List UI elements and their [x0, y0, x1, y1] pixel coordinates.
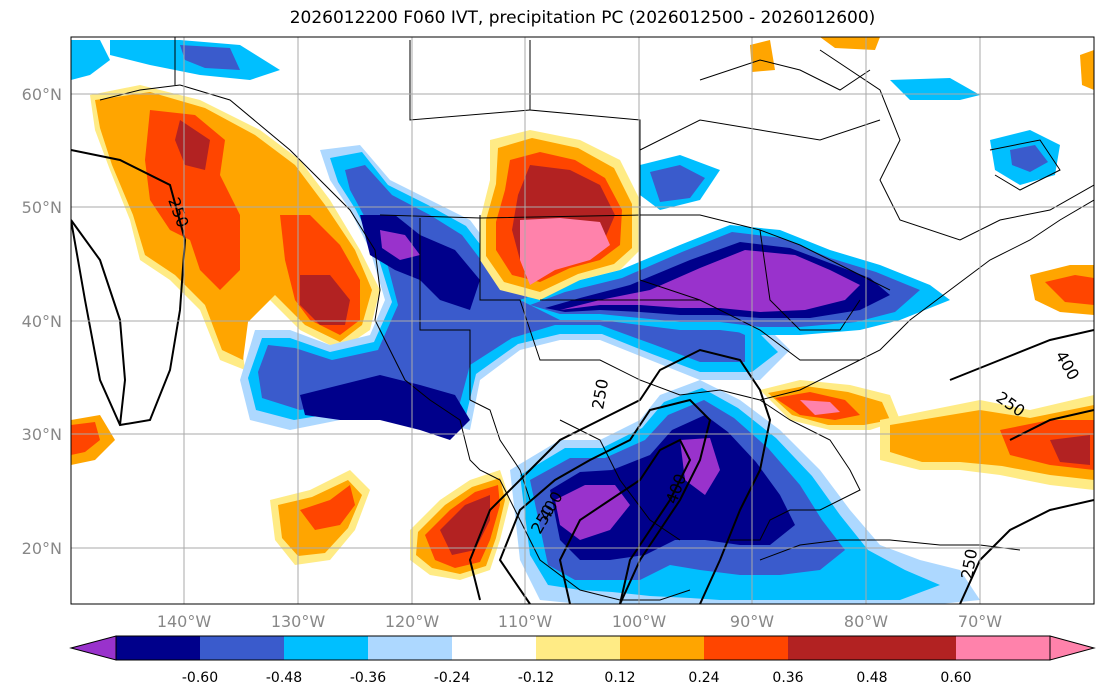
- lat-tick-label: 50°N: [22, 198, 62, 217]
- colorbar-segment: [116, 636, 200, 660]
- lat-tick-label: 40°N: [22, 312, 62, 331]
- contour-label: 250: [957, 547, 981, 580]
- colorbar-segment: [788, 636, 872, 660]
- lat-tick-label: 30°N: [22, 425, 62, 444]
- colorbar-segment: [200, 636, 284, 660]
- colorbar-segment: [284, 636, 368, 660]
- lon-tick-label: 140°W: [157, 612, 212, 631]
- colorbar-label: 0.48: [856, 670, 887, 686]
- colorbar-segment: [956, 636, 1050, 660]
- colorbar-label: -0.24: [434, 670, 470, 686]
- contour-label: 250: [588, 377, 612, 410]
- lon-tick-label: 120°W: [385, 612, 440, 631]
- lon-tick-label: 110°W: [498, 612, 553, 631]
- lon-tick-label: 130°W: [271, 612, 326, 631]
- map-frame: [70, 36, 1095, 605]
- lat-tick-label: 60°N: [22, 85, 62, 104]
- lon-tick-label: 70°W: [958, 612, 1002, 631]
- colorbar-segment: [536, 636, 620, 660]
- colorbar-label: 0.24: [688, 670, 719, 686]
- lon-tick-labels: 140°W 130°W 120°W 110°W 100°W 90°W 80°W …: [157, 612, 1002, 631]
- colorbar: -0.60 -0.48 -0.36 -0.24 -0.12 0.12 0.24 …: [69, 635, 1096, 686]
- colorbar-extend-low: [69, 635, 117, 661]
- colorbar-label: -0.12: [518, 670, 554, 686]
- lon-tick-label: 100°W: [612, 612, 667, 631]
- figure-title: 2026012200 F060 IVT, precipitation PC (2…: [289, 8, 876, 28]
- colorbar-label: -0.36: [350, 670, 386, 686]
- colorbar-label: 0.12: [604, 670, 635, 686]
- colorbar-segment: [704, 636, 788, 660]
- lat-tick-label: 20°N: [22, 539, 62, 558]
- gridlines: [71, 37, 1094, 604]
- colorbar-label: 0.60: [940, 670, 971, 686]
- lon-tick-label: 90°W: [730, 612, 774, 631]
- ivt-contours: [71, 149, 1094, 604]
- colorbar-segment: [872, 636, 956, 660]
- contour-label: 400: [1052, 348, 1084, 384]
- colorbar-segment: [452, 636, 536, 660]
- lon-tick-label: 80°W: [844, 612, 888, 631]
- colorbar-label: -0.60: [182, 670, 218, 686]
- lat-tick-labels: 60°N 50°N 40°N 30°N 20°N: [22, 85, 62, 558]
- colorbar-extend-high: [1049, 635, 1096, 661]
- colorbar-segment: [368, 636, 452, 660]
- colorbar-segment: [620, 636, 704, 660]
- coastlines: [99, 37, 1094, 601]
- colorbar-label: -0.48: [266, 670, 302, 686]
- colorbar-label: 0.36: [772, 670, 803, 686]
